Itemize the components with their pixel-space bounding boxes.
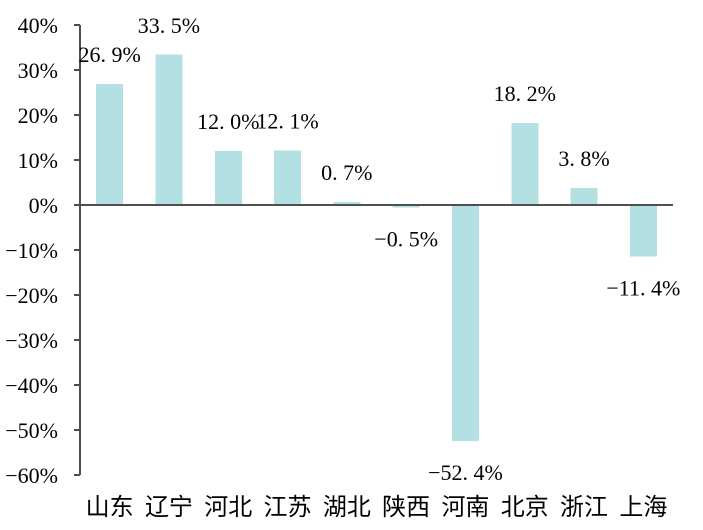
y-tick-label: −60% — [5, 463, 58, 488]
x-category-label: 河北 — [204, 494, 252, 521]
x-category-label: 辽宁 — [145, 494, 193, 521]
x-category-label: 陕西 — [382, 494, 430, 521]
data-label: 0. 7% — [321, 160, 372, 185]
data-label: 3. 8% — [558, 146, 609, 171]
y-tick-label: −50% — [5, 418, 58, 443]
y-tick-label: 0% — [29, 193, 58, 218]
bar — [96, 84, 124, 205]
data-label: 12. 0% — [197, 109, 259, 134]
y-tick-label: −40% — [5, 373, 58, 398]
data-label: 33. 5% — [138, 13, 200, 38]
y-tick-label: 40% — [18, 13, 58, 38]
y-tick-label: 20% — [18, 103, 58, 128]
x-category-label: 河南 — [441, 494, 489, 521]
x-category-label: 浙江 — [560, 494, 608, 521]
bar — [451, 205, 479, 441]
x-category-label: 上海 — [619, 494, 667, 521]
data-label: −52. 4% — [428, 460, 503, 485]
x-category-label: 北京 — [501, 494, 549, 521]
bar — [214, 151, 242, 205]
bar — [629, 205, 657, 257]
bar — [274, 150, 301, 205]
x-category-label: 山东 — [86, 494, 134, 521]
bar — [511, 123, 539, 205]
bar — [155, 54, 183, 206]
x-category-label: 江苏 — [264, 494, 312, 521]
data-label: 18. 2% — [494, 81, 556, 106]
y-tick-label: 30% — [18, 58, 58, 83]
y-tick-label: −30% — [5, 328, 58, 353]
y-tick-label: −10% — [5, 238, 58, 263]
y-tick-label: 10% — [18, 148, 58, 173]
data-label: 26. 9% — [78, 42, 140, 67]
data-label: −11. 4% — [606, 275, 680, 300]
data-label: −0. 5% — [374, 226, 438, 251]
x-category-label: 湖北 — [323, 494, 371, 521]
bar — [570, 187, 598, 205]
bar — [333, 201, 361, 205]
y-tick-label: −20% — [5, 283, 58, 308]
data-label: 12. 1% — [256, 109, 318, 134]
bar — [392, 205, 420, 208]
